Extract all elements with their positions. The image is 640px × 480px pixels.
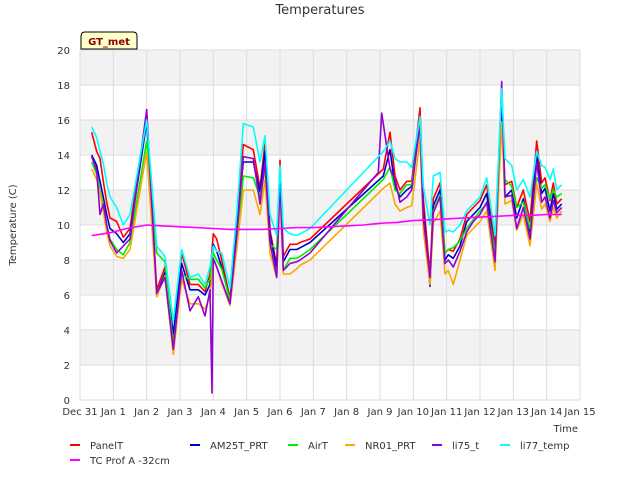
x-tick-label: Jan 3 (167, 407, 193, 418)
x-tick-label: Jan 13 (497, 407, 529, 418)
x-tick-label: Jan 9 (367, 407, 393, 418)
y-tick-label: 18 (57, 81, 70, 92)
x-tick-label: Dec 31 (62, 407, 97, 418)
legend-label-nr01-prt: NR01_PRT (365, 441, 416, 452)
legend-label-panelt: PanelT (90, 441, 124, 452)
series-line-li77-temp (90, 87, 563, 323)
y-axis-label: Temperature (C) (8, 184, 19, 266)
badge-box (80, 31, 138, 50)
axis-ticks: 0 2 4 6 8 10 12 14 16 18 20 Dec 31 Jan 1 Jan 2 Jan 3 Ja… (57, 46, 595, 418)
x-tick-label: Jan 2 (133, 407, 159, 418)
y-tick-label: 2 (64, 361, 70, 372)
legend-label-am25t-prt: AM25T_PRT (210, 441, 269, 452)
legend-label-li75-t: li75_t (452, 441, 479, 452)
x-tick-label: Jan 8 (333, 407, 359, 418)
plot-band (80, 330, 580, 365)
y-tick-label: 4 (64, 326, 70, 337)
x-tick-label: Jan 15 (563, 407, 595, 418)
badge: GT_met (80, 31, 138, 50)
y-tick-label: 8 (64, 256, 70, 267)
chart-title: Temperatures (274, 3, 364, 18)
x-tick-label: Jan 5 (233, 407, 259, 418)
y-tick-label: 6 (64, 291, 70, 302)
x-tick-label: Jan 7 (300, 407, 326, 418)
plot-band (80, 120, 580, 155)
y-tick-label: 16 (57, 116, 70, 127)
x-tick-label: Jan 6 (267, 407, 293, 418)
y-tick-label: 12 (57, 186, 70, 197)
legend: PanelT AM25T_PRT AirT NR01_PRT li75_t li77_te… (70, 441, 569, 467)
y-tick-label: 20 (57, 46, 70, 57)
x-axis-label: Time (553, 424, 578, 435)
x-tick-label: Jan 10 (397, 407, 429, 418)
grid (79, 49, 581, 401)
x-tick-label: Jan 14 (530, 407, 562, 418)
x-tick-label: Jan 4 (200, 407, 226, 418)
legend-label-tc-prof-a-32cm: TC Prof A -32cm (89, 456, 170, 467)
legend-label-li77-temp: li77_temp (520, 441, 569, 452)
plot-band (80, 50, 580, 85)
series-layer (90, 80, 563, 394)
x-tick-label: Jan 12 (463, 407, 495, 418)
y-tick-label: 0 (64, 396, 70, 407)
y-tick-label: 14 (57, 151, 70, 162)
series-line-tc-prof-a-32cm (91, 213, 562, 237)
y-tick-label: 10 (57, 221, 70, 232)
legend-label-airt: AirT (308, 441, 329, 452)
x-tick-label: Jan 1 (100, 407, 126, 418)
badge-label: GT_met (88, 37, 130, 48)
x-tick-label: Jan 11 (430, 407, 462, 418)
